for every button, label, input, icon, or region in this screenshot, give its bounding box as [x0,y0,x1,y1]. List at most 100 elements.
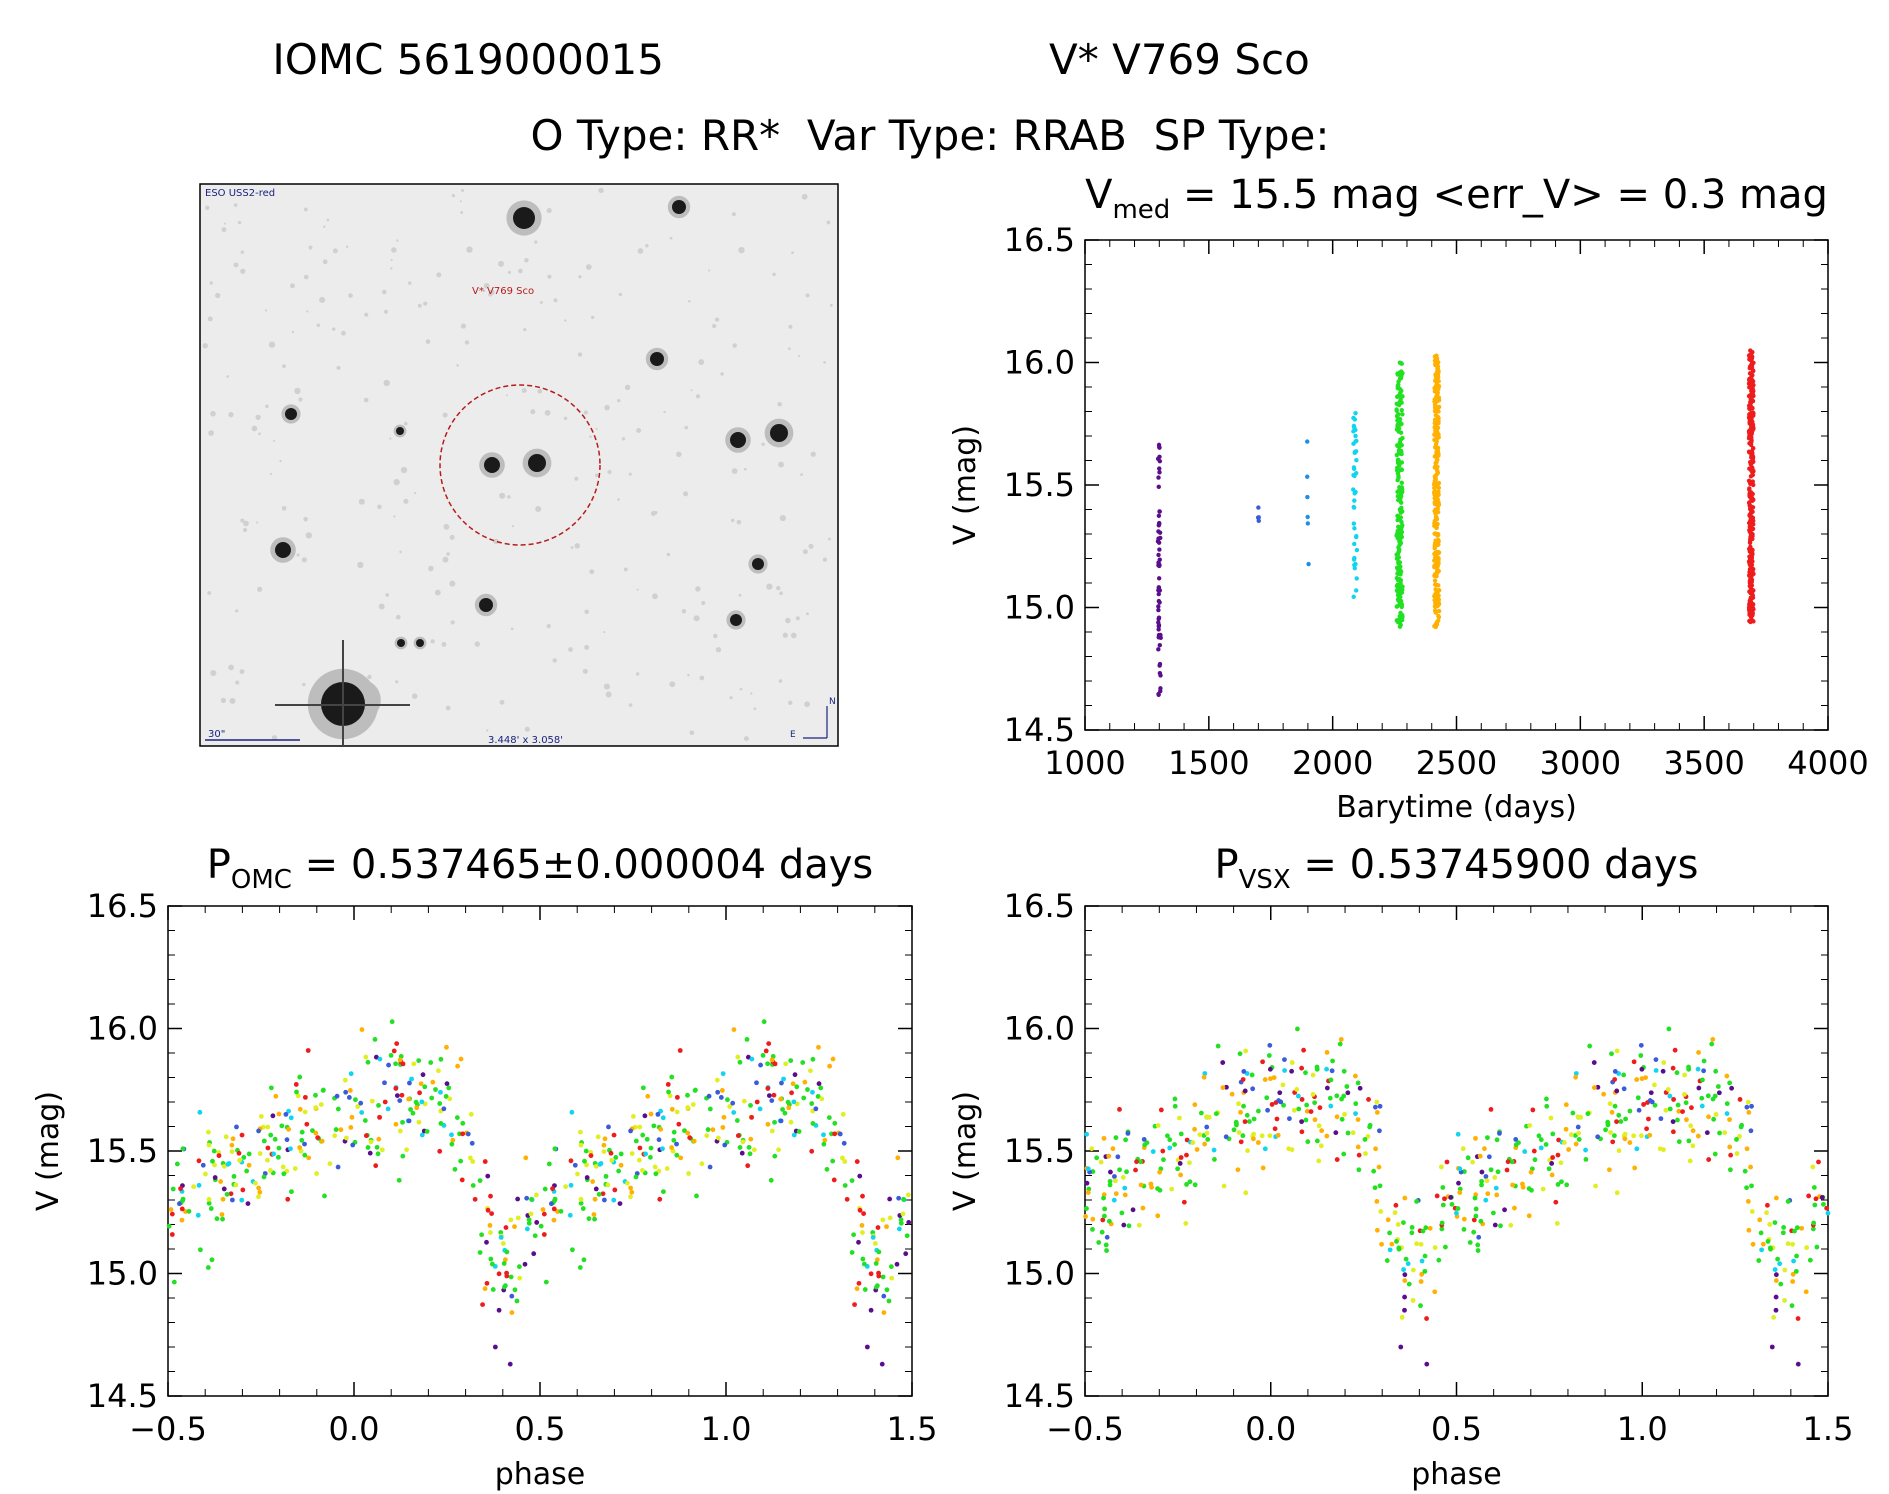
data-point [705,1127,711,1132]
data-point [438,1089,443,1095]
data-point [1746,1110,1752,1115]
sky-star [513,207,535,229]
chart-title-rest: = 15.5 mag <err_V> = 0.3 mag [1170,172,1828,218]
data-point [205,1265,211,1270]
data-point [246,1151,252,1157]
data-point [1184,1152,1189,1158]
sky-star [484,457,500,473]
data-point [1402,1294,1408,1300]
data-point [880,1274,886,1280]
data-point [1303,1070,1308,1076]
sky-noise [736,519,742,525]
data-point [1379,1241,1384,1247]
phase-omc-chart: POMC = 0.537465±0.000004 days−0.5 0.0 0.5 1… [31,842,937,1492]
data-point [1157,454,1162,459]
data-point [595,1134,601,1140]
data-point [1157,557,1162,562]
data-point [860,1256,866,1262]
data-point [1385,1217,1391,1223]
data-point [231,1173,237,1179]
data-point [1418,1241,1424,1247]
data-point [1156,622,1162,628]
data-point [399,1092,405,1098]
data-point [1184,1182,1189,1187]
data-point [1422,1253,1428,1259]
data-point [1314,1064,1320,1070]
data-point [369,1098,375,1104]
data-point [1455,1131,1461,1137]
data-point [394,1041,400,1047]
data-point [460,1131,466,1137]
x-tick-label: −0.5 [129,1410,207,1448]
data-point [1509,1159,1515,1165]
data-point [1690,1143,1696,1149]
data-point [1555,1152,1561,1158]
data-point [1436,588,1442,593]
data-point [1775,1256,1780,1262]
data-point [578,1200,584,1206]
sky-noise [787,347,791,351]
data-point [1157,470,1162,475]
data-point [801,1095,807,1101]
chart-title-rest: = 0.53745900 days [1291,842,1699,888]
data-point [1111,1197,1117,1203]
data-point [1750,368,1756,374]
data-point [1295,1026,1300,1032]
data-point [765,1086,771,1091]
data-point [582,1158,587,1164]
data-point [524,1195,530,1201]
data-point [1294,1087,1300,1092]
data-point [391,1048,397,1054]
data-point [1113,1135,1119,1141]
data-point [1402,1195,1408,1201]
data-point [1310,1091,1316,1097]
data-point [1396,448,1402,454]
data-point [1394,583,1400,589]
phase-vsx-chart: PVSX = 0.53745900 days−0.5 0.0 0.5 1.0 1.514… [948,842,1853,1492]
data-point [1505,1159,1511,1165]
data-point [1760,1241,1766,1247]
data-point [854,1159,860,1164]
sky-noise [805,293,810,298]
sky-noise [676,451,682,458]
sky-noise [281,505,287,511]
data-point [1749,507,1754,513]
sky-noise [446,552,450,556]
data-point [1749,390,1755,396]
sky-star [528,454,546,472]
data-point [1595,1084,1601,1090]
sky-noise [221,227,227,233]
data-point [1652,1102,1658,1108]
data-point [1643,1075,1649,1080]
data-point [1140,1205,1146,1211]
data-point [1734,1151,1740,1156]
data-point [1434,428,1440,434]
data-point [686,1171,692,1176]
sky-noise [798,355,801,358]
data-point [1695,1066,1701,1072]
data-point [437,1101,443,1106]
data-point [1409,1230,1415,1236]
data-point [1395,517,1400,523]
sky-star [730,432,746,448]
data-point [1758,1230,1764,1236]
data-point [1206,1114,1212,1120]
data-point [1612,1103,1618,1109]
data-point [677,1048,683,1053]
data-point [1265,1107,1270,1113]
data-point [1593,1183,1598,1189]
data-point [1264,1095,1270,1101]
data-point [1256,505,1261,510]
data-point [1806,1193,1812,1199]
sky-noise [228,664,234,671]
data-point [583,1148,589,1154]
data-point [1255,1140,1261,1145]
data-point [208,1206,214,1211]
data-point [1748,590,1753,596]
data-point [1432,408,1438,414]
data-point [792,1072,798,1078]
data-point [1747,355,1753,360]
data-point [1790,1241,1796,1247]
data-point [1398,581,1403,586]
sky-target-label: V* V769 Sco [472,286,534,297]
